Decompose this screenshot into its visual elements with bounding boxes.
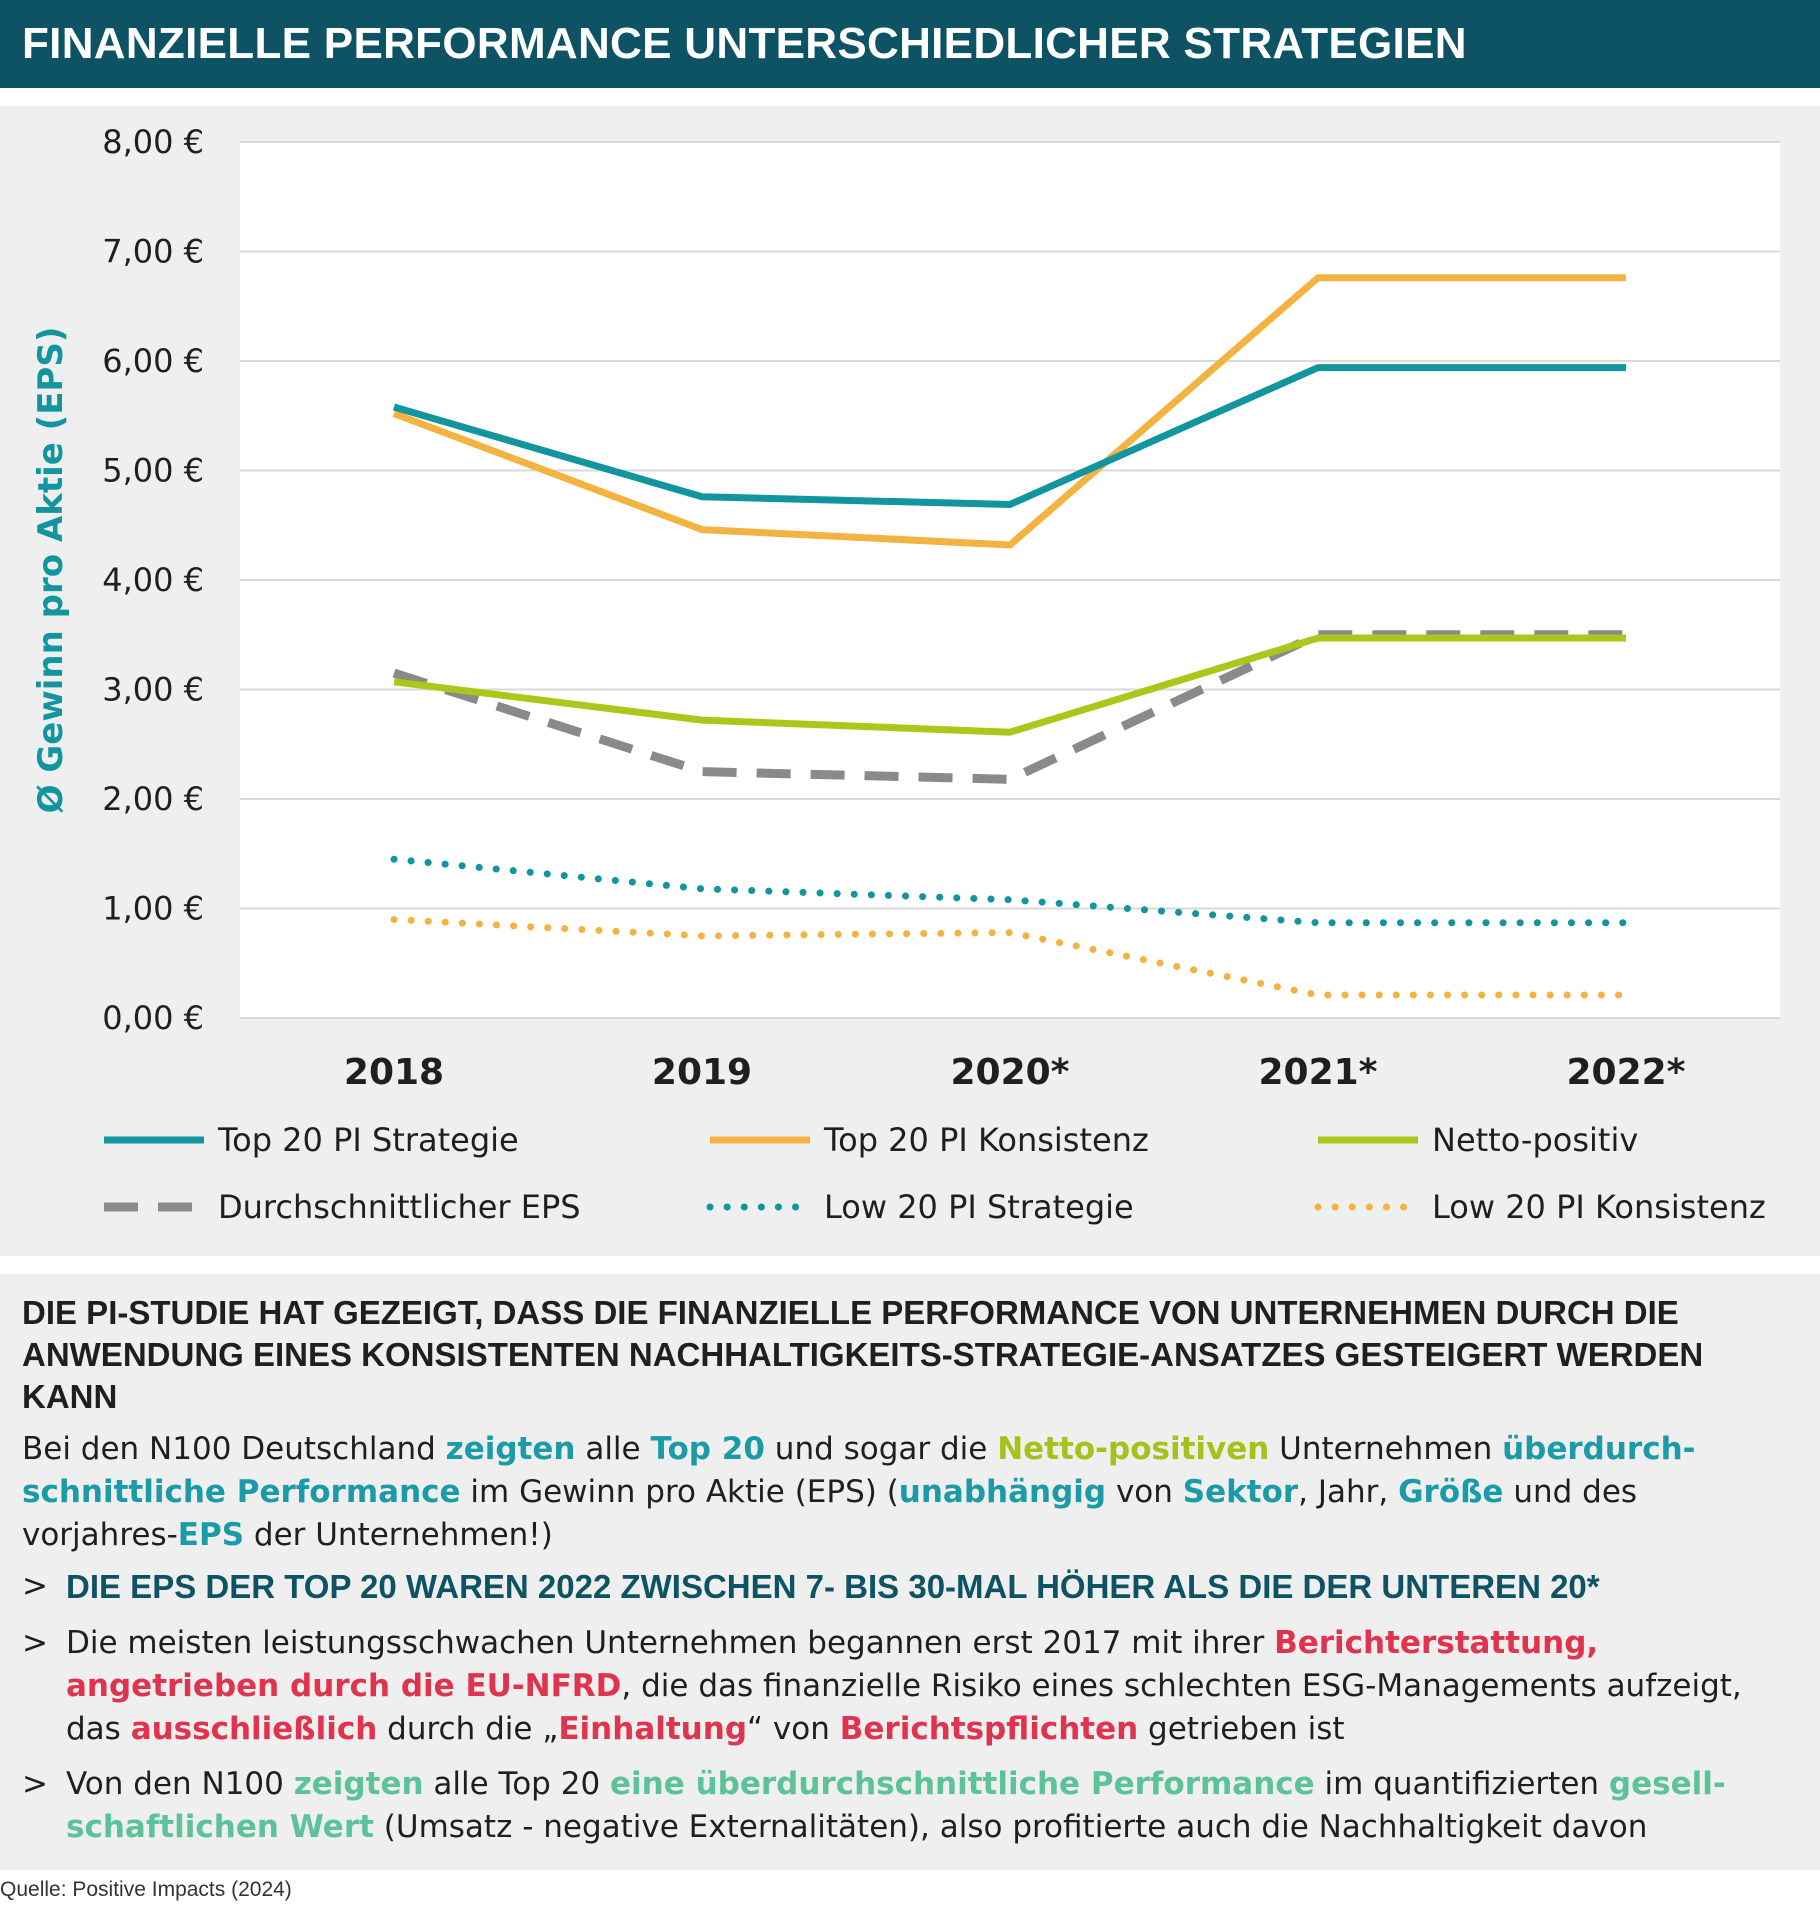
y-axis-label: Ø Gewinn pro Aktie (EPS)	[31, 327, 71, 814]
x-tick-label: 2021*	[1258, 1052, 1377, 1093]
bullet-social-value: > Von den N100 zeigten alle Top 20 eine …	[22, 1763, 1798, 1849]
intro-text: im Gewinn pro Aktie (EPS) (	[460, 1474, 899, 1510]
bullet-eps-ratio-text: DIE EPS DER TOP 20 WAREN 2022 ZWISCHEN 7…	[66, 1568, 1600, 1605]
summary-heading: DIE PI-STUDIE HAT GEZEIGT, DASS DIE FINA…	[22, 1294, 1704, 1415]
page-title: FINANZIELLE PERFORMANCE UNTERSCHIEDLICHE…	[0, 0, 1820, 88]
y-tick-label: 0,00 €	[102, 999, 204, 1037]
bullet-highlight: gesell-schaftlichen Wert	[66, 1766, 1726, 1845]
intro-highlight: zeigten	[445, 1431, 576, 1467]
y-tick-label: 4,00 €	[102, 561, 204, 599]
bullet-text: alle Top 20	[423, 1766, 611, 1802]
bullet-text: “ von	[747, 1711, 840, 1747]
chart-panel: 0,00 € 1,00 € 2,00 € 3,00 € 4,00 € 5,00 € 6,00…	[0, 106, 1820, 1256]
bullet-text: Die meisten leistungsschwachen Unternehm…	[66, 1625, 1275, 1661]
series-line-top-20-pi-konsistenz	[392, 274, 1626, 549]
intro-highlight: Top 20	[650, 1431, 765, 1467]
intro-text: Bei den N100 Deutschland	[22, 1431, 446, 1467]
intro-highlight: Größe	[1398, 1474, 1504, 1510]
bullet-text: getrieben ist	[1138, 1711, 1345, 1747]
x-tick-label: 2022*	[1566, 1052, 1685, 1093]
legend-label-low-20-pi-konsistenz: Low 20 PI Konsistenz	[1432, 1188, 1766, 1226]
x-tick-label: 2020*	[950, 1052, 1069, 1093]
y-tick-label: 5,00 €	[102, 452, 204, 490]
source-note: Quelle: Positive Impacts (2024)	[0, 1878, 292, 1901]
bullet-marker: >	[22, 1568, 48, 1604]
legend-label-durchschnittlicher-eps: Durchschnittlicher EPS	[218, 1188, 581, 1226]
series-line-low-20-pi-konsistenz	[390, 915, 1630, 999]
bullet-text: im quantifizierten	[1314, 1766, 1609, 1802]
bullet-highlight: zeigten	[293, 1766, 424, 1802]
intro-text: und des vorjahres-	[22, 1474, 1638, 1553]
bullet-highlight: Einhaltung	[558, 1711, 748, 1747]
intro-text: Unternehmen	[1269, 1431, 1503, 1467]
bullet-marker: >	[22, 1625, 48, 1661]
bullet-eps-ratio: > DIE EPS DER TOP 20 WAREN 2022 ZWISCHEN…	[22, 1565, 1798, 1610]
y-tick-label: 7,00 €	[102, 233, 204, 271]
intro-text: , Jahr,	[1298, 1474, 1399, 1510]
intro-text: alle	[575, 1431, 651, 1467]
series-line-low-20-pi-strategie	[390, 855, 1630, 927]
y-tick-label: 8,00 €	[102, 123, 204, 161]
bullet-text: Von den N100	[66, 1766, 294, 1802]
intro-text: und sogar die	[764, 1431, 998, 1467]
legend-label-low-20-pi-strategie: Low 20 PI Strategie	[824, 1188, 1134, 1226]
y-tick-label: 6,00 €	[102, 342, 204, 380]
intro-paragraph: Bei den N100 Deutschland zeigten alle To…	[22, 1428, 1798, 1557]
bullet-marker: >	[22, 1766, 48, 1802]
intro-text: von	[1106, 1474, 1183, 1510]
y-tick-label: 3,00 €	[102, 671, 204, 709]
bullet-text: durch die „	[377, 1711, 559, 1747]
summary-panel: DIE PI-STUDIE HAT GEZEIGT, DASS DIE FINA…	[0, 1274, 1820, 1870]
bullet-text: , die das finanzielle Risiko eines schle…	[66, 1668, 1742, 1747]
y-tick-label: 1,00 €	[102, 890, 204, 928]
series-line-top-20-pi-strategie	[393, 364, 1626, 508]
legend-label-top-20-pi-strategie: Top 20 PI Strategie	[217, 1121, 519, 1159]
bullet-highlight: ausschließlich	[130, 1711, 378, 1747]
legend-label-top-20-pi-konsistenz: Top 20 PI Konsistenz	[823, 1121, 1149, 1159]
bullet-highlight: Berichterstattung, angetrieben durch die…	[66, 1625, 1599, 1704]
bullet-low-performers: > Die meisten leistungsschwachen Unterne…	[22, 1622, 1798, 1751]
intro-highlight: unabhängig	[898, 1474, 1107, 1510]
bullet-highlight: eine überdurchschnittliche Performance	[610, 1766, 1315, 1802]
x-tick-label: 2018	[344, 1052, 444, 1093]
bullet-text: (Umsatz - negative Externalitäten), also…	[373, 1809, 1648, 1845]
series-line-netto-positiv	[393, 634, 1626, 736]
intro-highlight: Sektor	[1182, 1474, 1299, 1510]
y-tick-label: 2,00 €	[102, 780, 204, 818]
intro-highlight: EPS	[177, 1517, 245, 1553]
eps-line-chart: 0,00 € 1,00 € 2,00 € 3,00 € 4,00 € 5,00 € 6,00…	[31, 123, 1780, 1226]
legend-label-netto-positiv: Netto-positiv	[1432, 1121, 1638, 1159]
intro-highlight: überdurch-schnittliche Performance	[22, 1431, 1696, 1510]
bullet-highlight: Berichtspflichten	[839, 1711, 1139, 1747]
intro-highlight: Netto-positiven	[997, 1431, 1270, 1467]
intro-text: der Unternehmen!)	[244, 1517, 553, 1553]
x-tick-label: 2019	[652, 1052, 752, 1093]
